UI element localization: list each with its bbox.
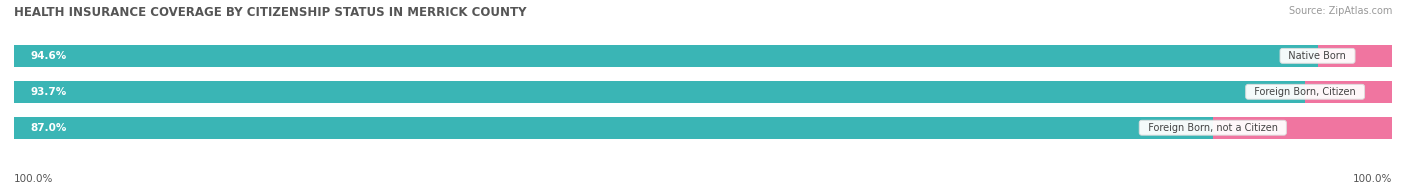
- Bar: [1305, 81, 1392, 103]
- Bar: [14, 45, 1317, 67]
- Bar: [1213, 117, 1392, 139]
- Text: HEALTH INSURANCE COVERAGE BY CITIZENSHIP STATUS IN MERRICK COUNTY: HEALTH INSURANCE COVERAGE BY CITIZENSHIP…: [14, 6, 527, 19]
- Text: 87.0%: 87.0%: [31, 123, 67, 133]
- Text: 100.0%: 100.0%: [1353, 174, 1392, 184]
- Text: Foreign Born, not a Citizen: Foreign Born, not a Citizen: [1142, 123, 1284, 133]
- Bar: [14, 117, 1392, 139]
- Bar: [14, 81, 1305, 103]
- Text: 93.7%: 93.7%: [31, 87, 67, 97]
- Text: Source: ZipAtlas.com: Source: ZipAtlas.com: [1288, 6, 1392, 16]
- Bar: [1317, 45, 1392, 67]
- Bar: [14, 81, 1392, 103]
- Bar: [14, 117, 1213, 139]
- Text: Foreign Born, Citizen: Foreign Born, Citizen: [1249, 87, 1362, 97]
- Text: 94.6%: 94.6%: [31, 51, 67, 61]
- Text: 100.0%: 100.0%: [14, 174, 53, 184]
- Text: Native Born: Native Born: [1282, 51, 1353, 61]
- Bar: [14, 45, 1392, 67]
